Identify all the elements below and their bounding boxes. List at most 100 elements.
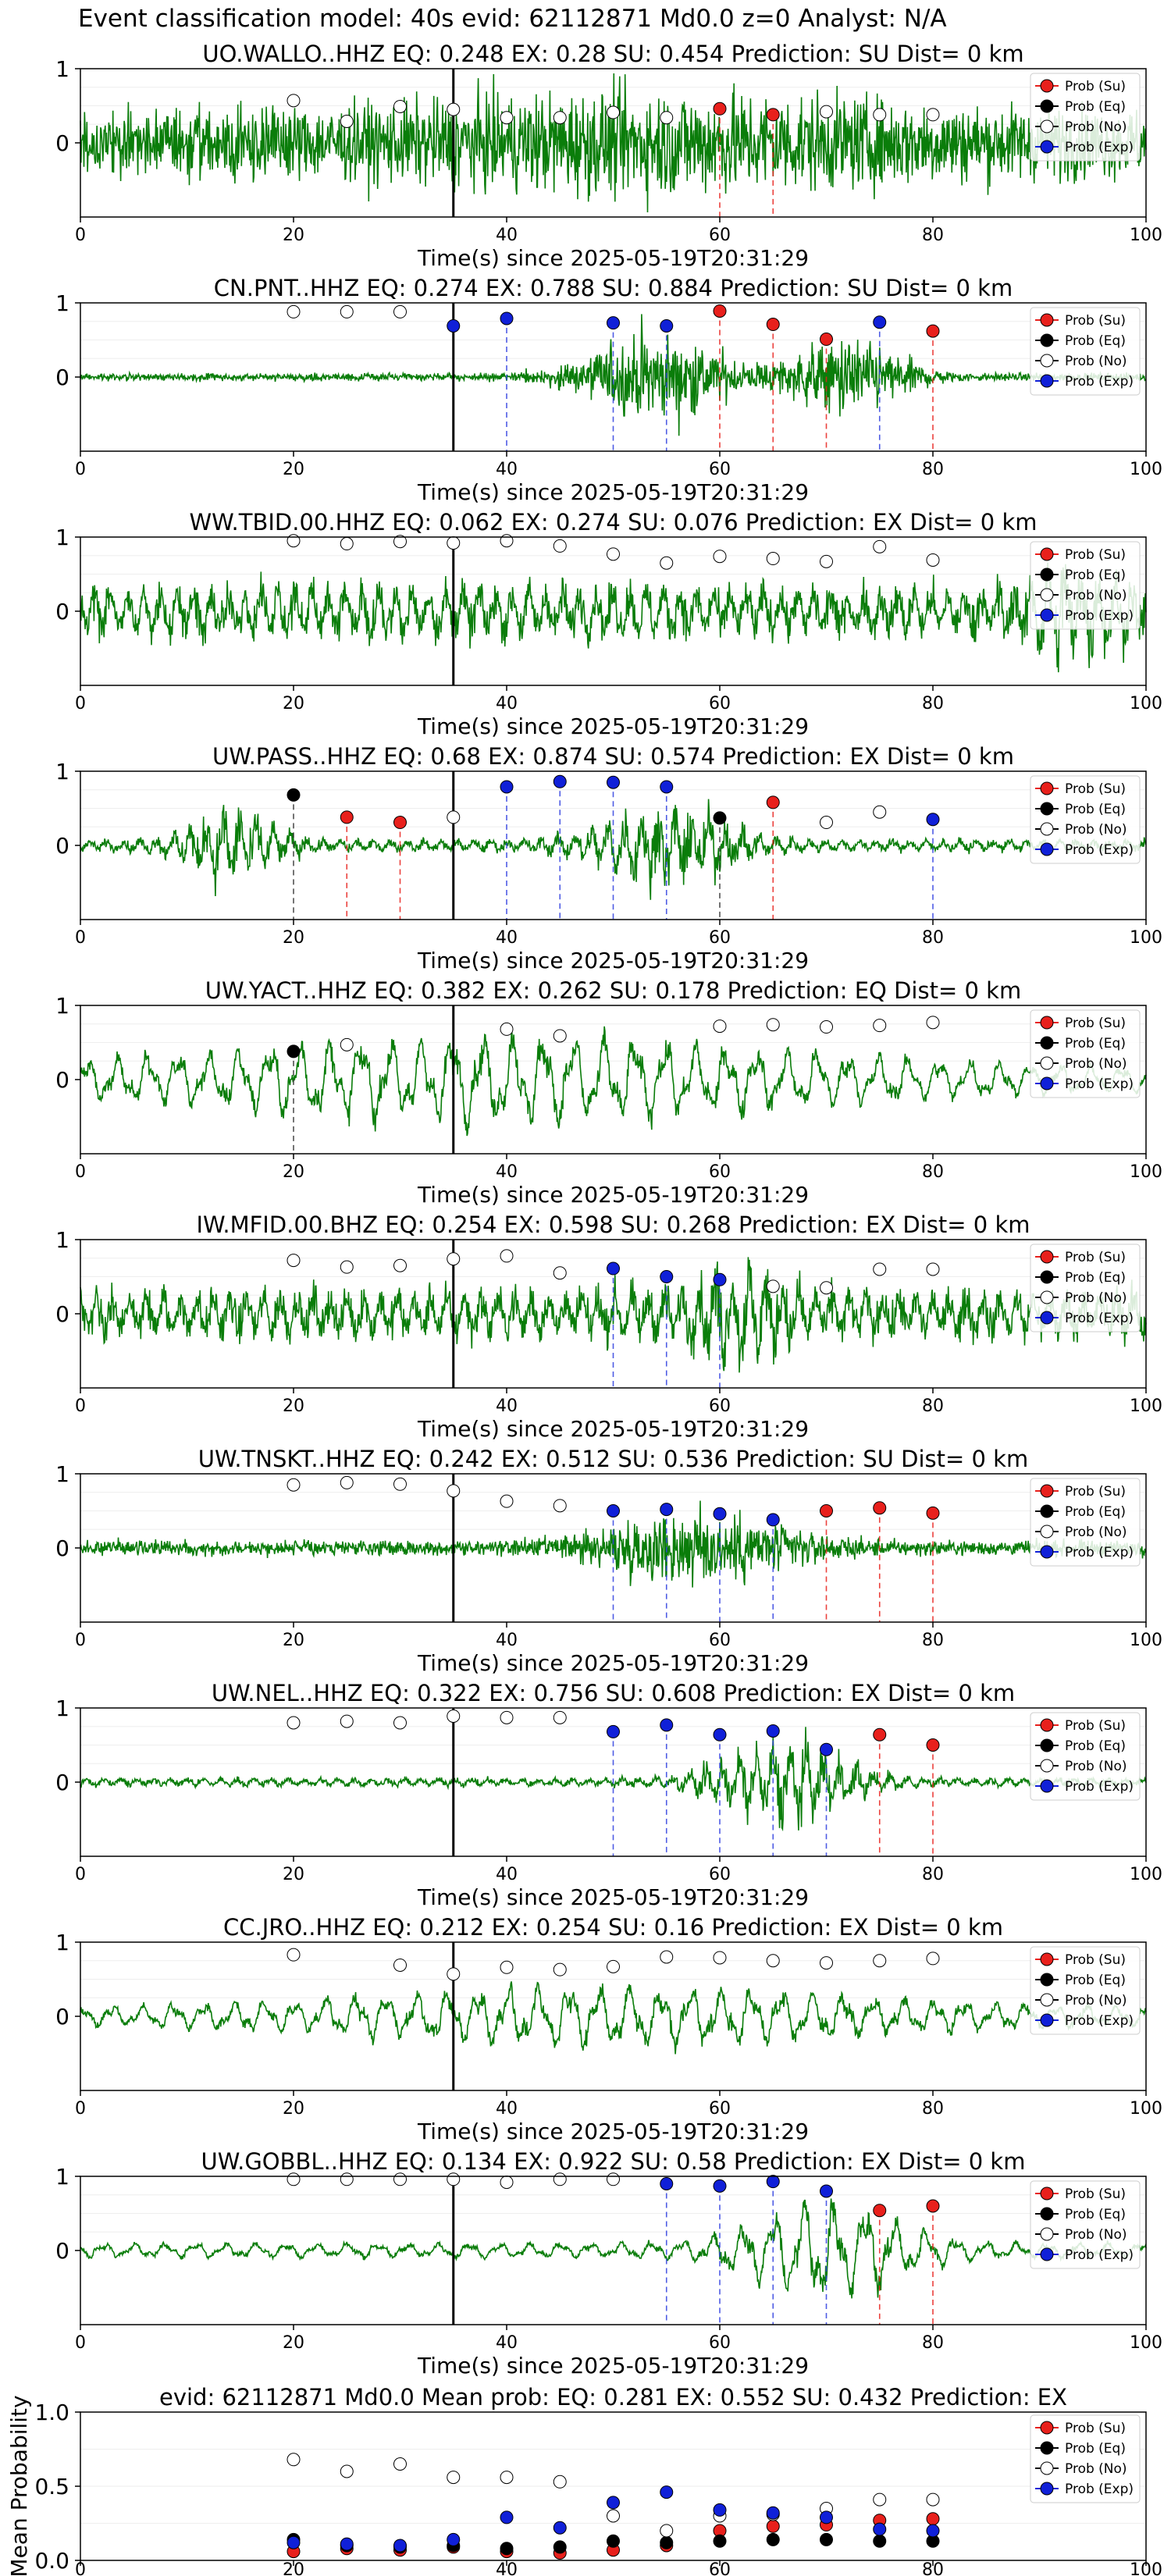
y-tick-label: 0.0 xyxy=(34,2548,69,2574)
legend-label-eq: Prob (Eq) xyxy=(1065,1270,1126,1286)
legend-box xyxy=(1030,1009,1141,1098)
prob-marker-su xyxy=(766,108,780,122)
prob-marker-su xyxy=(820,1504,833,1517)
legend-marker-no xyxy=(1040,1056,1054,1070)
x-tick-label: 0 xyxy=(75,2560,86,2576)
legend-marker-no xyxy=(1040,1993,1054,2007)
legend-label-su: Prob (Su) xyxy=(1065,1952,1126,1968)
legend-marker-eq xyxy=(1040,1270,1054,1284)
prob-marker-exp xyxy=(713,1272,727,1286)
x-tick-label: 60 xyxy=(709,2099,731,2119)
x-tick-label: 40 xyxy=(496,226,518,245)
prob-marker-no xyxy=(766,1954,780,1968)
prob-marker-no xyxy=(340,1037,354,1051)
legend-label-no: Prob (No) xyxy=(1065,2227,1127,2243)
prob-marker-exp xyxy=(660,318,674,333)
mean-marker-eq xyxy=(660,2535,674,2549)
waveform-trace xyxy=(80,799,1147,900)
prob-marker-no xyxy=(287,534,301,548)
panel-title: UW.TNSKT..HHZ EQ: 0.242 EX: 0.512 SU: 0.… xyxy=(198,1446,1028,1472)
prob-marker-no xyxy=(340,1260,354,1274)
mean-marker-no xyxy=(340,2464,354,2478)
prob-marker-exp xyxy=(873,315,887,329)
mean-marker-su xyxy=(926,2512,940,2526)
prob-marker-exp xyxy=(500,780,514,794)
prob-marker-no xyxy=(607,1959,620,1973)
mean-marker-no xyxy=(500,2471,514,2485)
x-tick-label: 80 xyxy=(922,694,944,713)
x-tick-label: 20 xyxy=(283,1162,304,1182)
waveform-panel-2: CN.PNT..HHZ EQ: 0.274 EX: 0.788 SU: 0.88… xyxy=(55,275,1162,505)
prob-marker-exp xyxy=(713,1727,727,1742)
prob-marker-exp xyxy=(660,1270,674,1283)
x-tick-label: 20 xyxy=(283,1397,304,1416)
prob-marker-no xyxy=(553,1266,567,1280)
y-tick-label: 0.5 xyxy=(34,2474,69,2500)
x-tick-label: 0 xyxy=(75,1865,86,1884)
y-tick-label: 1 xyxy=(55,759,69,785)
legend-label-eq: Prob (Eq) xyxy=(1065,2207,1126,2222)
prob-marker-no xyxy=(500,1494,514,1508)
x-tick-label: 100 xyxy=(1130,2099,1162,2119)
x-tick-label: 0 xyxy=(75,226,86,245)
panel-title: evid: 62112871 Md0.0 Mean prob: EQ: 0.28… xyxy=(159,2384,1067,2411)
y-tick-label: 0 xyxy=(55,2238,69,2264)
prob-marker-no xyxy=(393,304,407,318)
waveform-trace xyxy=(80,1500,1147,1588)
figure-title: Event classification model: 40s evid: 62… xyxy=(78,5,947,33)
legend-label-eq: Prob (Eq) xyxy=(1065,568,1126,583)
prob-marker-exp xyxy=(926,813,940,827)
prob-marker-su xyxy=(713,304,727,318)
axes-frame xyxy=(80,1005,1147,1155)
waveform-trace xyxy=(80,562,1147,673)
legend-label-eq: Prob (Eq) xyxy=(1065,1036,1126,1051)
legend-marker-su xyxy=(1040,313,1054,327)
legend-marker-su xyxy=(1040,2186,1054,2201)
prob-marker-no xyxy=(553,539,567,553)
x-tick-label: 100 xyxy=(1130,2333,1162,2353)
prob-marker-no xyxy=(607,105,620,119)
prob-marker-no xyxy=(713,1019,727,1034)
x-tick-label: 60 xyxy=(709,694,731,713)
prob-marker-no xyxy=(393,1477,407,1491)
legend-marker-exp xyxy=(1040,140,1054,154)
prob-marker-no xyxy=(447,1709,461,1723)
legend-marker-su xyxy=(1040,1718,1054,1732)
legend-label-su: Prob (Su) xyxy=(1065,2421,1126,2436)
prob-marker-no xyxy=(340,2172,354,2186)
x-tick-label: 80 xyxy=(922,928,944,948)
prob-marker-exp xyxy=(660,1503,674,1517)
prob-marker-no xyxy=(820,1956,833,1970)
x-tick-label: 60 xyxy=(709,1631,731,1650)
legend-marker-no xyxy=(1040,354,1054,368)
prob-marker-no xyxy=(393,535,407,549)
waveform-panel-9: CC.JRO..HHZ EQ: 0.212 EX: 0.254 SU: 0.16… xyxy=(55,1914,1162,2144)
prob-marker-no xyxy=(500,2176,514,2190)
y-tick-label: 1 xyxy=(55,993,69,1019)
prob-marker-su xyxy=(926,1506,940,1520)
legend-label-eq: Prob (Eq) xyxy=(1065,2441,1126,2457)
prob-marker-no xyxy=(820,105,833,119)
x-axis-label: Time(s) since 2025-05-19T20:31:29 xyxy=(417,2353,809,2379)
mean-marker-eq xyxy=(766,2532,780,2546)
prob-marker-exp xyxy=(820,2184,833,2198)
mean-marker-exp xyxy=(287,2535,301,2549)
legend-box xyxy=(1030,1946,1141,2035)
x-tick-label: 80 xyxy=(922,1631,944,1650)
x-tick-label: 0 xyxy=(75,694,86,713)
prob-marker-no xyxy=(553,2172,567,2186)
prob-marker-eq xyxy=(287,1044,301,1059)
prob-marker-no xyxy=(660,556,674,570)
legend-marker-eq xyxy=(1040,2441,1054,2455)
waveform-panel-3: WW.TBID.00.HHZ EQ: 0.062 EX: 0.274 SU: 0… xyxy=(55,509,1162,739)
mean-marker-no xyxy=(287,2453,301,2467)
legend-marker-no xyxy=(1040,2461,1054,2475)
prob-marker-no xyxy=(926,553,940,567)
x-tick-label: 100 xyxy=(1130,1162,1162,1182)
prob-marker-no xyxy=(287,1948,301,1962)
prob-marker-su xyxy=(926,1738,940,1752)
prob-marker-no xyxy=(500,1249,514,1263)
legend-marker-eq xyxy=(1040,1036,1054,1050)
mean-marker-no xyxy=(660,2524,674,2538)
mean-marker-exp xyxy=(766,2506,780,2520)
